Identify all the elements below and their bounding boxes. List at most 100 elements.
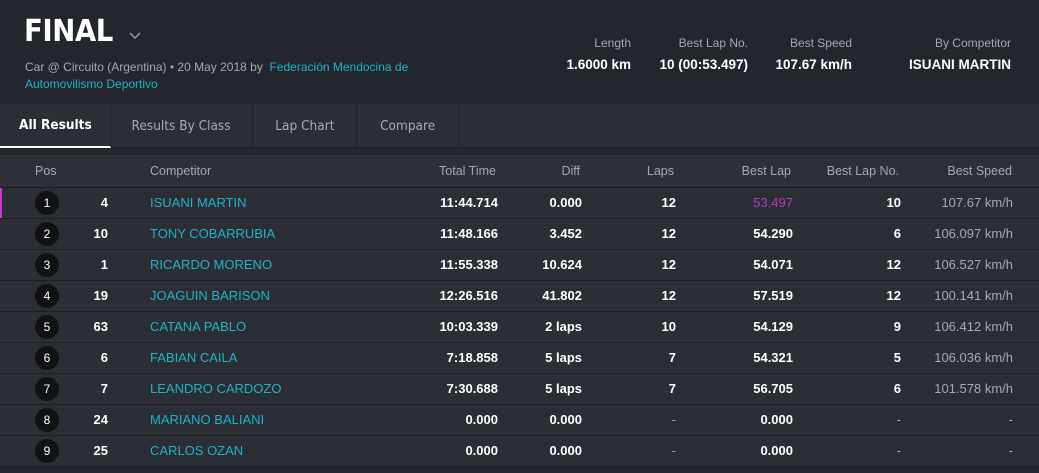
tab-compare-label: Compare xyxy=(379,118,436,134)
stat-by-competitor: By Competitor ISUANI MARTIN xyxy=(880,35,1011,75)
results-tabs: All Results Results By Class Lap Chart C… xyxy=(0,104,1039,148)
best-lap-no: 6 xyxy=(893,226,901,241)
stat-length-label: Length xyxy=(594,36,631,50)
car-number: 19 xyxy=(93,288,108,303)
laps: 12 xyxy=(661,195,676,210)
diff: 5 laps xyxy=(545,350,582,365)
best-lap-no: 12 xyxy=(886,257,901,272)
competitor-link[interactable]: CARLOS OZAN xyxy=(150,443,244,458)
col-laps[interactable]: Laps xyxy=(646,164,674,178)
competitor-link[interactable]: MARIANO BALIANI xyxy=(150,412,265,427)
total-time: 12:26.516 xyxy=(439,288,498,303)
table-row[interactable]: 6 6 FABIAN CAILA 7:18.858 5 laps 7 54.321 5 106.… xyxy=(0,343,1039,374)
stat-best-lap-no-value: 10 (00:53.497) xyxy=(659,57,748,72)
page-title: FINAL xyxy=(24,14,113,49)
total-time: 0.000 xyxy=(465,443,498,458)
car-number: 1 xyxy=(100,257,108,272)
total-time: 11:55.338 xyxy=(440,257,498,272)
diff: 5 laps xyxy=(545,381,582,396)
tab-compare[interactable]: Compare xyxy=(357,104,459,148)
tab-lap-chart[interactable]: Lap Chart xyxy=(253,104,357,148)
table-row[interactable]: 4 19 JOAGUIN BARISON 12:26.516 41.802 12 57.51… xyxy=(0,281,1039,312)
car-number: 63 xyxy=(93,319,108,334)
tab-all-results-label: All Results xyxy=(18,117,92,133)
diff: 10.624 xyxy=(542,257,582,272)
total-time: 10:03.339 xyxy=(439,319,498,334)
table-row[interactable]: 7 7 LEANDRO CARDOZO 7:30.688 5 laps 7 56.705 6 1… xyxy=(0,374,1039,405)
car-number: 6 xyxy=(100,350,108,365)
competitor-link[interactable]: FABIAN CAILA xyxy=(150,350,238,365)
competitor-link[interactable]: TONY COBARRUBIA xyxy=(150,226,276,241)
stat-length-value: 1.6000 km xyxy=(566,57,631,72)
best-lap-no: 6 xyxy=(893,381,901,396)
diff: 0.000 xyxy=(549,412,582,427)
best-speed: 100.141 km/h xyxy=(934,288,1013,303)
total-time: 0.000 xyxy=(465,412,498,427)
diff: 3.452 xyxy=(549,226,582,241)
competitor-link[interactable]: JOAGUIN BARISON xyxy=(150,288,270,303)
col-competitor[interactable]: Competitor xyxy=(150,164,212,178)
laps: 7 xyxy=(668,381,676,396)
laps: 12 xyxy=(661,257,676,272)
col-best-lap[interactable]: Best Lap xyxy=(741,164,791,178)
stat-best-speed-label: Best Speed xyxy=(789,36,852,50)
col-diff[interactable]: Diff xyxy=(561,164,580,178)
table-row[interactable]: 8 24 MARIANO BALIANI 0.000 0.000 - 0.000 - - xyxy=(0,405,1039,436)
title-row[interactable]: FINAL xyxy=(24,14,143,49)
diff: 2 laps xyxy=(545,319,582,334)
col-pos[interactable]: Pos xyxy=(35,164,57,178)
table-row[interactable]: 1 4 ISUANI MARTIN 11:44.714 0.000 12 53.497 10 1… xyxy=(0,188,1039,219)
best-lap: 54.290 xyxy=(753,226,793,241)
stat-best-speed: Best Speed 107.67 km/h xyxy=(760,35,852,75)
col-total-time[interactable]: Total Time xyxy=(439,164,496,178)
best-lap-no: 10 xyxy=(886,195,901,210)
best-speed: 106.412 km/h xyxy=(934,319,1013,334)
chevron-down-icon[interactable] xyxy=(127,27,143,43)
competitor-link[interactable]: CATANA PABLO xyxy=(150,319,247,334)
event-info: Car @ Circuito (Argentina) • 20 May 2018… xyxy=(25,60,263,74)
best-speed: - xyxy=(1008,412,1013,427)
laps: 12 xyxy=(661,226,676,241)
diff: 0.000 xyxy=(549,195,582,210)
best-speed: 106.036 km/h xyxy=(934,350,1013,365)
position-badge: 2 xyxy=(35,222,59,246)
diff: 41.802 xyxy=(542,288,582,303)
position-badge: 8 xyxy=(35,408,59,432)
best-lap: 54.321 xyxy=(753,350,793,365)
best-lap-no: 12 xyxy=(886,288,901,303)
organizer-link[interactable]: Federación Mendocina de Automovilismo De… xyxy=(25,60,409,91)
table-row[interactable]: 9 25 CARLOS OZAN 0.000 0.000 - 0.000 - - xyxy=(0,436,1039,467)
event-subtitle: Car @ Circuito (Argentina) • 20 May 2018… xyxy=(25,59,455,93)
car-number: 10 xyxy=(93,226,108,241)
tab-results-by-class[interactable]: Results By Class xyxy=(111,104,253,148)
competitor-link[interactable]: ISUANI MARTIN xyxy=(150,195,247,210)
col-best-speed[interactable]: Best Speed xyxy=(947,164,1012,178)
car-number: 24 xyxy=(93,412,108,427)
col-best-lap-no[interactable]: Best Lap No. xyxy=(826,164,899,178)
stat-by-competitor-label: By Competitor xyxy=(934,36,1011,50)
competitor-link[interactable]: LEANDRO CARDOZO xyxy=(150,381,282,396)
position-badge: 5 xyxy=(35,315,59,339)
table-row[interactable]: 2 10 TONY COBARRUBIA 11:48.166 3.452 12 54.290… xyxy=(0,219,1039,250)
results-header: FINAL Car @ Circuito (Argentina) • 20 Ma… xyxy=(0,0,1039,96)
best-lap-no: 9 xyxy=(893,319,901,334)
best-lap: 56.705 xyxy=(753,381,793,396)
laps: 12 xyxy=(661,288,676,303)
competitor-link[interactable]: RICARDO MORENO xyxy=(150,257,273,272)
tab-results-by-class-label: Results By Class xyxy=(131,118,232,134)
best-lap: 0.000 xyxy=(760,412,793,427)
best-lap-no: - xyxy=(896,412,901,427)
car-number: 4 xyxy=(100,195,108,210)
total-time: 7:30.688 xyxy=(446,381,498,396)
best-lap-no: - xyxy=(896,443,901,458)
tab-lap-chart-label: Lap Chart xyxy=(274,118,335,134)
results-table: Pos Competitor Total Time Diff Laps Best… xyxy=(0,155,1039,467)
position-badge: 9 xyxy=(35,439,59,463)
tab-all-results[interactable]: All Results xyxy=(0,104,111,148)
best-lap: 54.071 xyxy=(753,257,793,272)
best-lap-no: 5 xyxy=(893,350,901,365)
stat-by-competitor-value: ISUANI MARTIN xyxy=(909,57,1011,72)
table-header: Pos Competitor Total Time Diff Laps Best… xyxy=(0,155,1039,188)
table-row[interactable]: 3 1 RICARDO MORENO 11:55.338 10.624 12 54.071 1… xyxy=(0,250,1039,281)
table-row[interactable]: 5 63 CATANA PABLO 10:03.339 2 laps 10 54.129 9 1… xyxy=(0,312,1039,343)
